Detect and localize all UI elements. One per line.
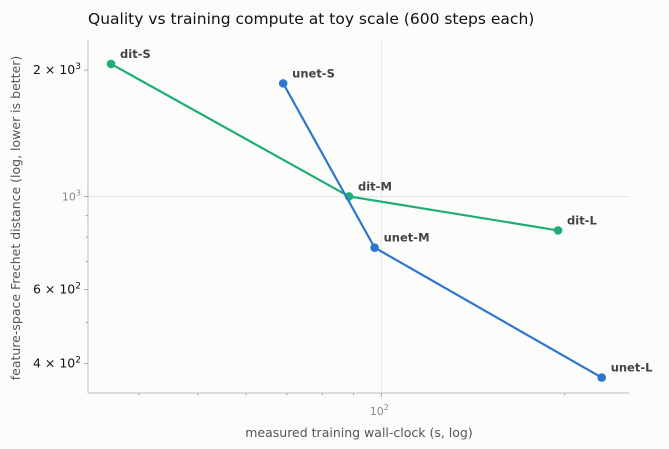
unet-M-point bbox=[370, 243, 379, 252]
y-tick-label: 2 × 103 bbox=[33, 62, 81, 77]
dit-S-point bbox=[106, 59, 116, 69]
unet-L-label: unet-L bbox=[611, 361, 653, 375]
point-labels: dit-S dit-M dit-L unet-S unet-M unet-L bbox=[120, 47, 653, 375]
dit-S-label: dit-S bbox=[120, 47, 151, 61]
chart-title: Quality vs training compute at toy scale… bbox=[88, 10, 534, 28]
grid-lines bbox=[88, 40, 629, 393]
dit-L-label: dit-L bbox=[567, 213, 597, 227]
axes: 102 4 × 102 6 × 102 103 2 × 103 bbox=[33, 40, 629, 418]
unet-S-label: unet-S bbox=[292, 66, 335, 80]
y-tick-label: 6 × 102 bbox=[33, 282, 81, 297]
dit-L-point bbox=[553, 226, 563, 235]
dit-M-label: dit-M bbox=[358, 179, 392, 193]
x-axis-label: measured training wall-clock (s, log) bbox=[245, 425, 473, 440]
x-tick-label: 102 bbox=[370, 403, 389, 418]
dit-series-line bbox=[110, 62, 559, 232]
y-tick-label: 4 × 102 bbox=[33, 355, 81, 370]
y-axis-label: feature-space Frechet distance (log, low… bbox=[8, 56, 23, 381]
plot-series bbox=[106, 59, 606, 382]
unet-M-label: unet-M bbox=[384, 231, 430, 245]
unet-L-point bbox=[597, 373, 606, 382]
unet-S-point bbox=[278, 79, 288, 88]
y-tick-label: 103 bbox=[62, 188, 81, 203]
